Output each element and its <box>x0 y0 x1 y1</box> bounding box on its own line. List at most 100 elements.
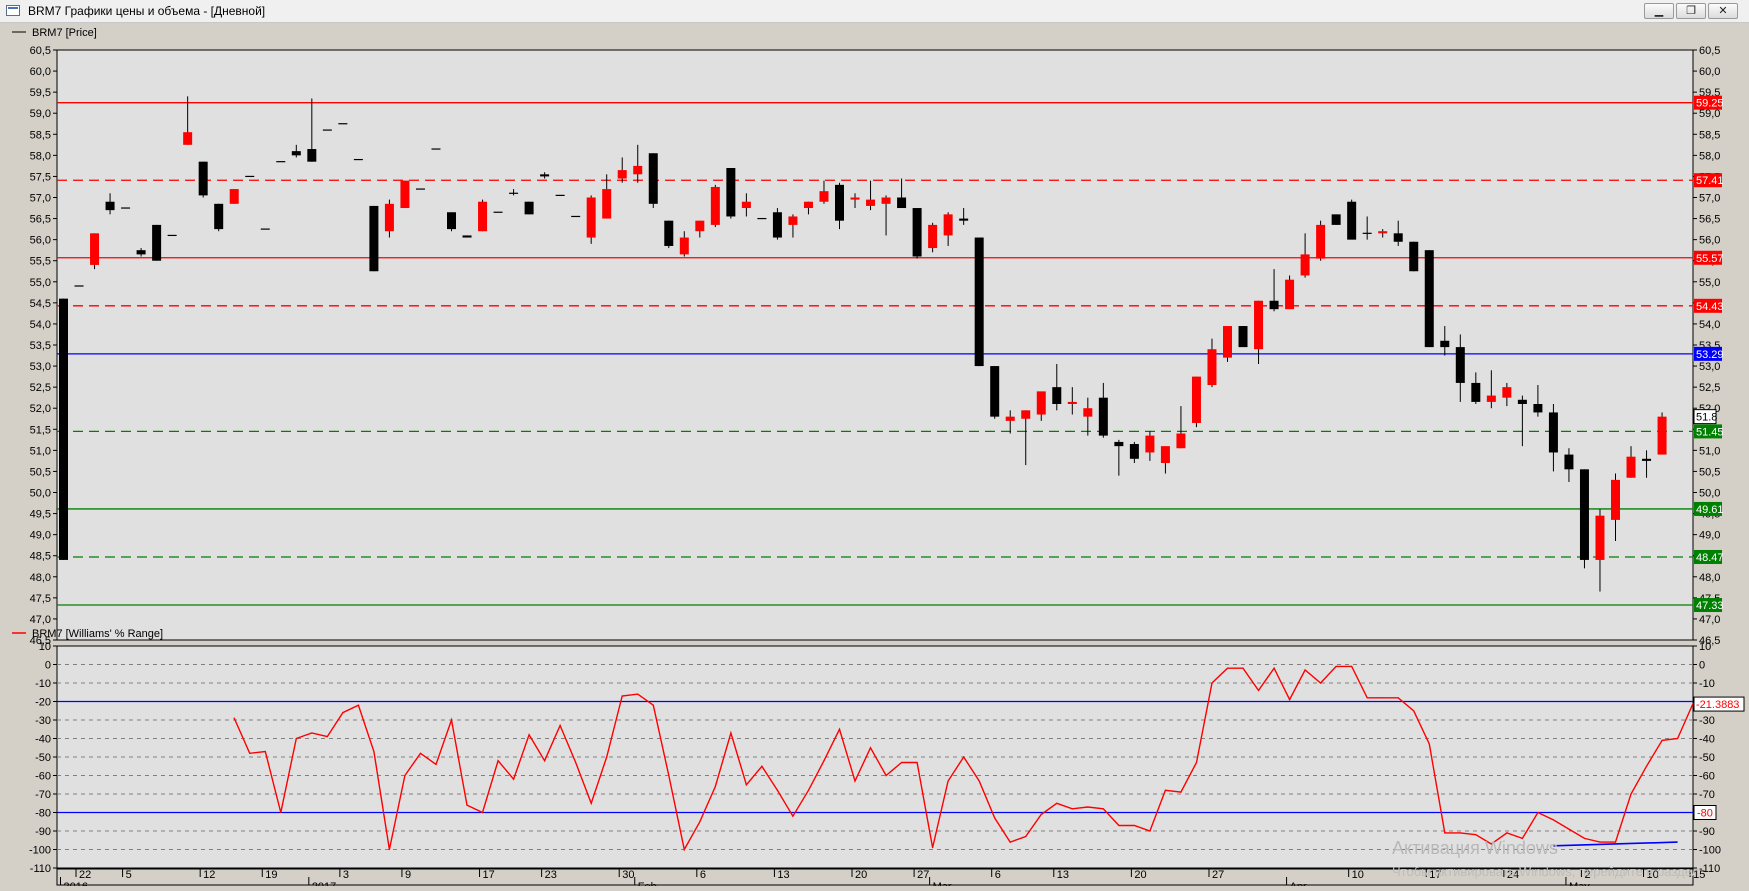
candle <box>1083 397 1093 436</box>
williams-point <box>1195 761 1198 764</box>
williams-point <box>637 693 639 695</box>
x-day-label: 27 <box>1212 869 1224 881</box>
candle <box>1486 370 1496 409</box>
restore-button[interactable]: ❐ <box>1676 3 1706 19</box>
price-y-tick-label: 51,0 <box>30 445 51 457</box>
williams-level-tag-label: -80 <box>1697 808 1713 820</box>
williams-point <box>994 817 996 819</box>
williams-y-tick-label: -90 <box>1699 826 1715 838</box>
williams-point <box>388 848 391 851</box>
chart-window-icon <box>6 5 20 16</box>
williams-point <box>357 704 359 706</box>
williams-point <box>404 774 406 777</box>
x-day-label: 27 <box>917 869 929 881</box>
williams-y-tick-label: -110 <box>30 863 51 875</box>
window-title: BRM7 Графики цены и объема - [Дневной] <box>28 4 266 18</box>
williams-point <box>1645 765 1648 767</box>
price-y-tick-label: 59,0 <box>30 108 51 120</box>
price-plot[interactable] <box>56 49 1694 641</box>
price-y-tick-label: 58,0 <box>1699 150 1720 162</box>
price-level-tag <box>1694 173 1722 188</box>
candle <box>881 195 891 236</box>
x-period-label: May <box>1569 881 1590 886</box>
williams-y-tick-label: -60 <box>35 771 51 783</box>
minimize-button[interactable]: ▁ <box>1644 3 1674 19</box>
candle <box>1347 199 1357 240</box>
candle <box>741 193 751 217</box>
candle <box>1005 410 1015 434</box>
candle <box>1114 439 1124 476</box>
candle <box>1517 395 1527 447</box>
price-y-tick-label: 49,0 <box>30 530 51 542</box>
williams-point <box>1490 843 1492 845</box>
williams-point <box>1320 682 1322 684</box>
williams-point <box>978 780 980 782</box>
candle <box>384 199 394 238</box>
candle <box>617 157 627 183</box>
price-y-tick-label: 48,5 <box>30 551 51 563</box>
close-button[interactable]: ✕ <box>1708 3 1738 19</box>
x-day-label: 30 <box>622 869 634 881</box>
williams-point <box>1599 841 1601 843</box>
candle <box>1145 431 1155 461</box>
williams-point <box>1102 808 1104 810</box>
price-y-tick-label: 58,5 <box>30 129 51 141</box>
williams-point <box>1676 737 1679 740</box>
williams-point <box>699 821 701 823</box>
x-day-label: 6 <box>995 869 1001 881</box>
x-day-label: 9 <box>405 869 411 881</box>
candle <box>1502 382 1512 407</box>
title-bar[interactable]: BRM7 Графики цены и объема - [Дневной] ▁… <box>0 0 1749 23</box>
williams-point <box>1149 830 1151 832</box>
candle <box>1548 404 1558 472</box>
x-axis-bar[interactable] <box>56 868 1694 886</box>
price-y-tick-label: 55,0 <box>1699 277 1720 289</box>
williams-last-value-label: -21.3883 <box>1696 699 1739 711</box>
x-day-label: 15 <box>1693 869 1705 881</box>
williams-y-tick-label: -70 <box>1699 789 1715 801</box>
williams-point <box>1366 697 1368 699</box>
candle <box>1595 509 1605 592</box>
williams-point <box>1304 669 1306 671</box>
price-level-tag-label: 49.61 <box>1696 504 1724 516</box>
x-day-label: 10 <box>1352 869 1364 881</box>
candle <box>1052 363 1062 411</box>
williams-point <box>1211 682 1213 684</box>
williams-point <box>745 784 747 786</box>
candle <box>1269 269 1279 312</box>
price-y-tick-label: 56,0 <box>30 235 51 247</box>
williams-point <box>559 724 561 727</box>
price-level-tag <box>1694 95 1722 110</box>
candle <box>369 205 379 272</box>
price-y-tick-label: 48,0 <box>1699 572 1720 584</box>
price-y-tick-label: 52,5 <box>1699 382 1720 394</box>
candle <box>990 366 1000 419</box>
candle <box>1331 214 1341 225</box>
price-y-tick-label: 51,5 <box>30 424 51 436</box>
price-level-tag-label: 48.47 <box>1696 552 1724 564</box>
williams-point <box>435 763 437 766</box>
price-y-tick-label: 53,0 <box>30 361 51 373</box>
williams-point <box>1475 834 1477 836</box>
williams-point <box>249 752 251 754</box>
williams-y-tick-label: -80 <box>35 808 51 820</box>
williams-point <box>1288 699 1291 701</box>
williams-y-axis-left: 10 0 -10 -20 -30 -40 -50 -60 -70 -80 -90 -100 -110 <box>29 641 57 875</box>
williams-point <box>1009 841 1011 843</box>
price-y-tick-label: 50,0 <box>1699 488 1720 500</box>
x-period-label: 2016 <box>64 881 88 886</box>
price-y-tick-label: 52,0 <box>30 403 51 415</box>
x-day-label: 17 <box>483 869 495 881</box>
candle <box>726 168 736 219</box>
price-y-tick-label: 47,5 <box>30 593 51 605</box>
williams-y-tick-label: -60 <box>1699 771 1715 783</box>
candle <box>912 208 922 259</box>
candle <box>524 201 534 215</box>
candle <box>1579 469 1589 569</box>
williams-y-tick-label: -110 <box>1699 863 1720 875</box>
price-y-tick-label: 47,0 <box>30 614 51 626</box>
williams-point <box>1056 802 1058 804</box>
candle <box>136 248 146 257</box>
williams-y-tick-label: -10 <box>1699 678 1715 690</box>
candle <box>974 237 984 367</box>
